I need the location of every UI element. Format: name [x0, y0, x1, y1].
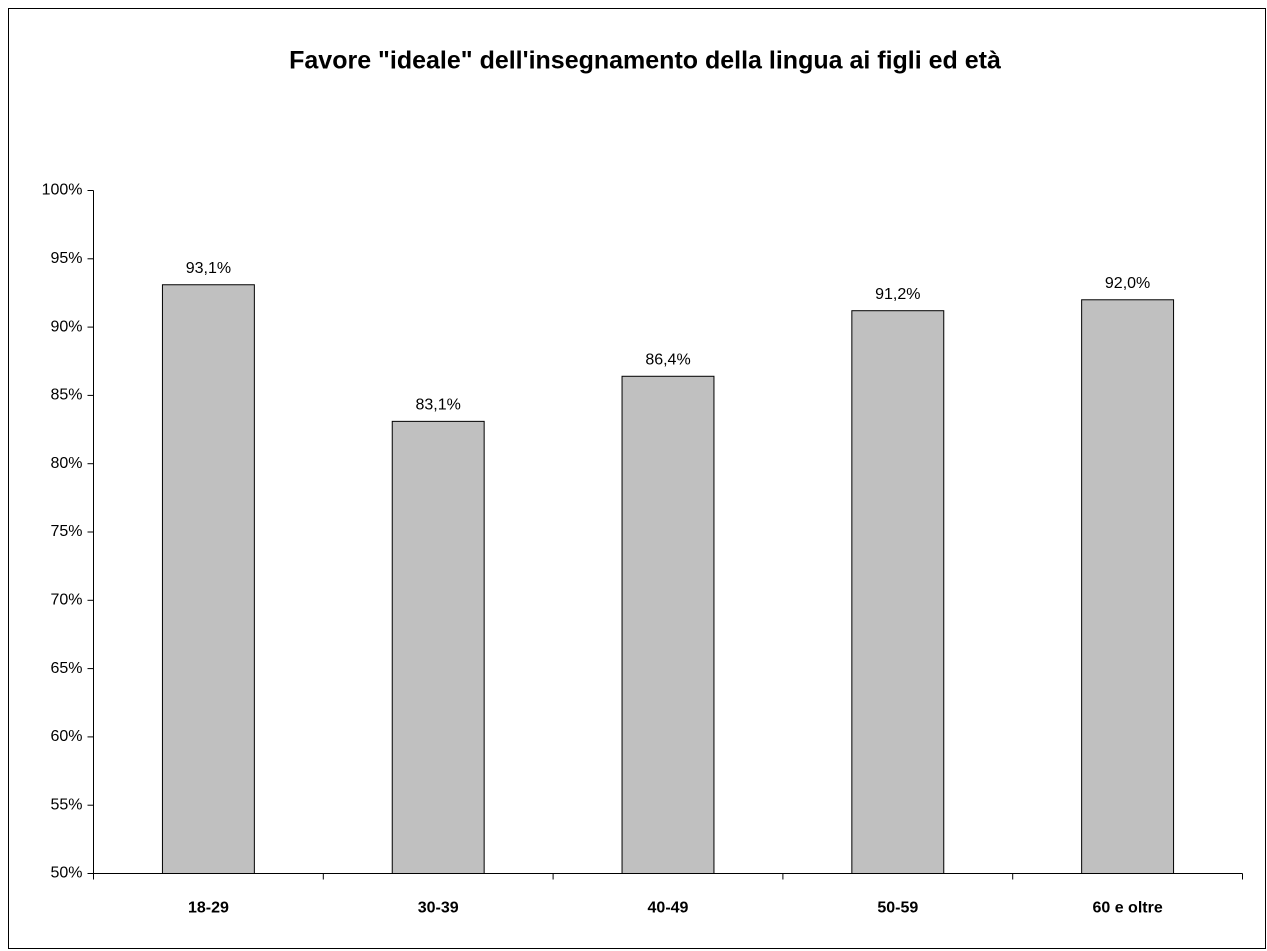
y-tick-label: 65%: [50, 660, 82, 677]
data-label: 92,0%: [1105, 275, 1150, 292]
y-tick-label: 90%: [50, 318, 82, 335]
bar: [621, 375, 715, 874]
data-label: 91,2%: [875, 286, 920, 303]
y-tick-label: 55%: [50, 796, 82, 813]
data-label: 93,1%: [186, 260, 231, 277]
bar: [851, 310, 945, 874]
x-tick-label: 50-59: [877, 900, 918, 917]
bar: [391, 420, 485, 874]
y-tick-label: 60%: [50, 728, 82, 745]
x-tick-label: 60 e oltre: [1092, 900, 1162, 917]
y-tick-label: 100%: [42, 182, 83, 199]
y-tick-label: 85%: [50, 387, 82, 404]
y-tick-label: 70%: [50, 592, 82, 609]
x-tick-label: 40-49: [648, 900, 689, 917]
chart-title: Favore "ideale" dell'insegnamento della …: [289, 47, 1001, 75]
bar: [1081, 299, 1175, 874]
y-tick-label: 95%: [50, 250, 82, 267]
x-tick-label: 30-39: [418, 900, 459, 917]
bar: [161, 284, 255, 874]
y-tick-label: 75%: [50, 523, 82, 540]
data-label: 86,4%: [645, 351, 690, 368]
x-tick-label: 18-29: [188, 900, 229, 917]
y-tick-label: 80%: [50, 455, 82, 472]
y-tick-label: 50%: [50, 865, 82, 882]
data-label: 83,1%: [416, 397, 461, 414]
